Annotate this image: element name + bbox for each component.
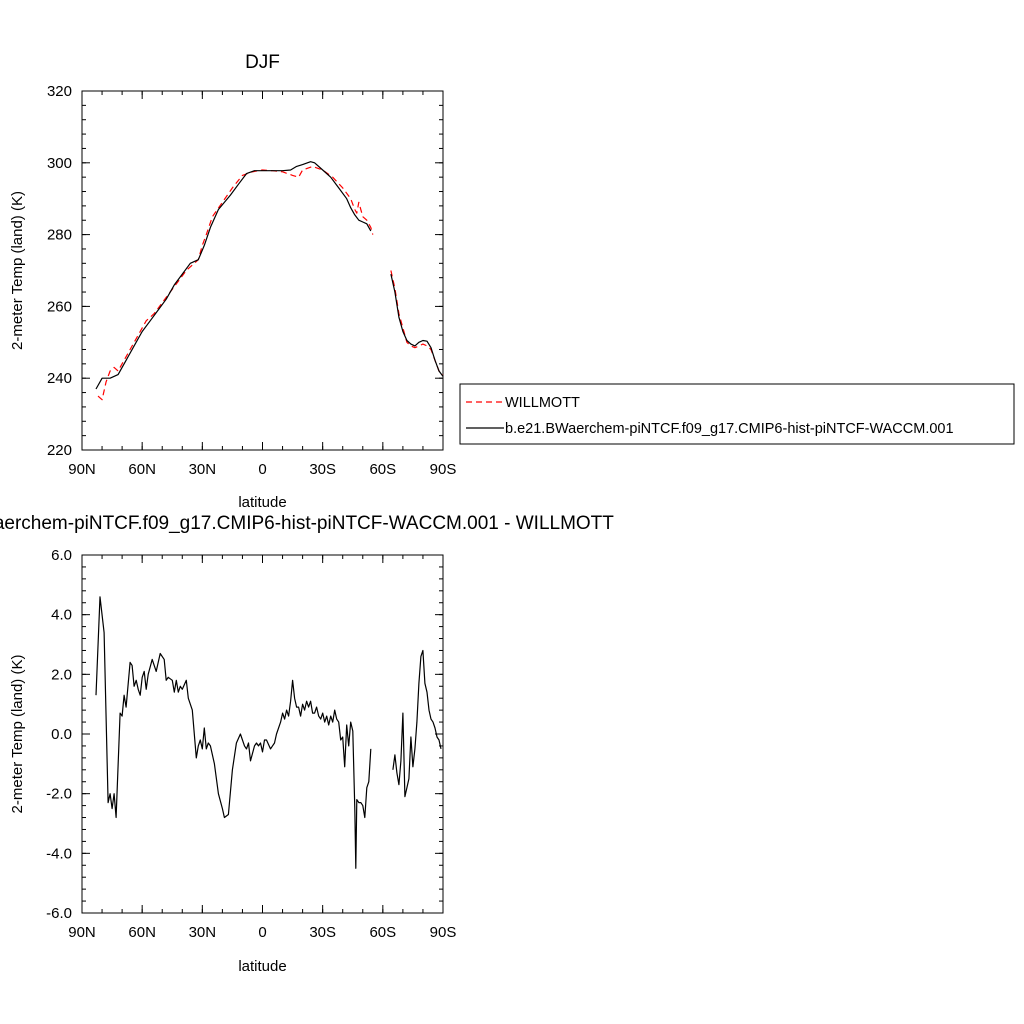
x-tick-label: 60S: [369, 924, 396, 941]
legend: WILLMOTT b.e21.BWaerchem-piNTCF.f09_g17.C…: [459, 383, 1015, 445]
legend-box: [459, 383, 1015, 445]
series-line-1: [95, 596, 372, 869]
series-line-2: [390, 273, 444, 377]
x-tick-label: 0: [258, 461, 266, 478]
y-tick-label: 4.0: [51, 607, 72, 624]
y-tick-label: 6.0: [51, 547, 72, 564]
x-tick-label: 30N: [189, 924, 217, 941]
plot-frame: [81, 554, 444, 914]
y-tick-label: 300: [47, 155, 72, 172]
legend-label-2: b.e21.BWaerchem-piNTCF.f09_g17.CMIP6-his…: [505, 421, 954, 437]
y-tick-label: 320: [47, 83, 72, 100]
y-tick-label: 0.0: [51, 726, 72, 743]
chart-title: b.e21.BWaerchem-piNTCF.f09_g17.CMIP6-his…: [0, 513, 614, 534]
bottom-panel-difference: 90N 60N 30N 0 30S 60S 90S -6.0 -4.0 -2.0 0.0 2.0 4.0…: [0, 513, 614, 975]
y-tick-label: 260: [47, 298, 72, 315]
x-tick-label: 60S: [369, 461, 396, 478]
y-axis-label: 2-meter Temp (land) (K): [9, 191, 26, 350]
y-tick-label: -2.0: [46, 786, 72, 803]
plot-frame: [81, 90, 444, 451]
x-axis-label: latitude: [238, 958, 286, 975]
y-axis-label: 2-meter Temp (land) (K): [9, 655, 26, 814]
series-line-1: [392, 649, 442, 798]
y-tick-label: -4.0: [46, 845, 72, 862]
x-tick-label: 30N: [189, 461, 217, 478]
x-tick-label: 90S: [430, 461, 457, 478]
x-axis-label: latitude: [238, 494, 286, 511]
x-tick-label: 60N: [128, 924, 156, 941]
y-tick-label: 220: [47, 442, 72, 459]
y-tick-label: -6.0: [46, 905, 72, 922]
top-panel-djf: 90N 60N 30N 0 30S 60S 90S 220 240 260 280 300 320 DJF…: [9, 52, 456, 511]
x-tick-label: 30S: [309, 924, 336, 941]
legend-label-1: WILLMOTT: [505, 395, 580, 411]
x-tick-label: 90S: [430, 924, 457, 941]
series-line-2: [95, 161, 372, 390]
y-tick-label: 280: [47, 227, 72, 244]
x-tick-label: 60N: [128, 461, 156, 478]
x-tick-label: 30S: [309, 461, 336, 478]
y-tick-label: 240: [47, 370, 72, 387]
chart-title: DJF: [245, 52, 280, 73]
series-line-1: [97, 165, 374, 401]
x-tick-label: 0: [258, 924, 266, 941]
x-tick-label: 90N: [68, 924, 96, 941]
y-tick-label: 2.0: [51, 666, 72, 683]
x-tick-label: 90N: [68, 461, 96, 478]
